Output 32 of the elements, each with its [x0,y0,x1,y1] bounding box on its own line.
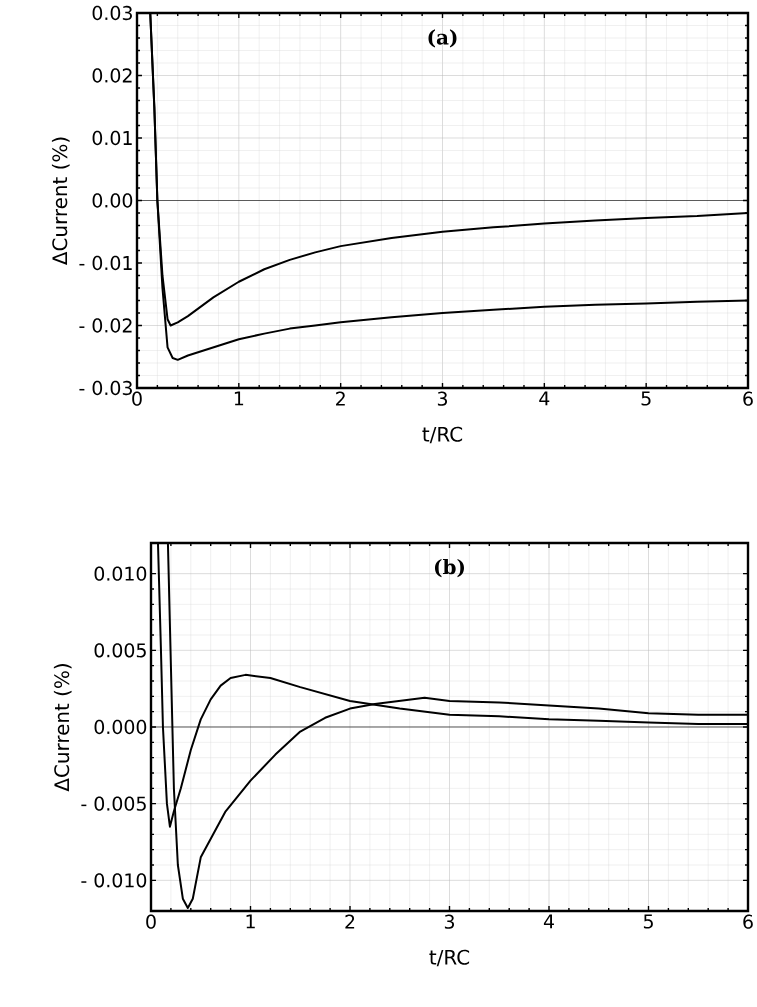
x-tick-label: 2 [345,914,354,929]
y-axis-title: ΔCurrent (%) [53,664,72,792]
y-tick-label: - 0.005 [81,796,146,811]
y-tick-label: 0.005 [94,643,146,658]
x-axis-title: t/RC [422,426,462,444]
y-tick-label: - 0.02 [79,318,132,333]
x-axis-title: t/RC [429,949,469,967]
y-tick-label: 0.03 [92,5,132,21]
x-tick-label: 6 [743,914,753,929]
x-tick-label: 3 [437,391,447,406]
x-tick-label: 1 [234,391,243,406]
x-tick-label: 5 [641,391,651,406]
y-tick-label: 0.010 [94,566,147,581]
x-tick-label: 4 [543,914,554,929]
text: (a) [428,29,457,48]
x-tick-label: 4 [539,391,550,406]
text: (b) [434,558,464,578]
y-tick-label: - 0.01 [79,255,132,271]
y-axis-title: ΔCurrent (%) [51,137,70,265]
y-tick-label: 0.00 [92,193,133,208]
y-tick-label: 0.01 [92,130,132,146]
x-tick-label: 3 [444,914,454,929]
y-tick-label: 0.000 [94,719,147,735]
x-tick-label: 2 [335,391,345,406]
x-tick-label: 5 [643,914,653,929]
y-tick-label: 0.02 [92,68,132,83]
x-tick-label: 6 [743,391,753,406]
x-tick-label: 1 [246,914,255,929]
y-tick-label: - 0.03 [79,380,132,396]
x-tick-label: 0 [146,914,156,929]
y-tick-label: - 0.010 [81,873,147,888]
x-tick-label: 0 [132,391,142,406]
